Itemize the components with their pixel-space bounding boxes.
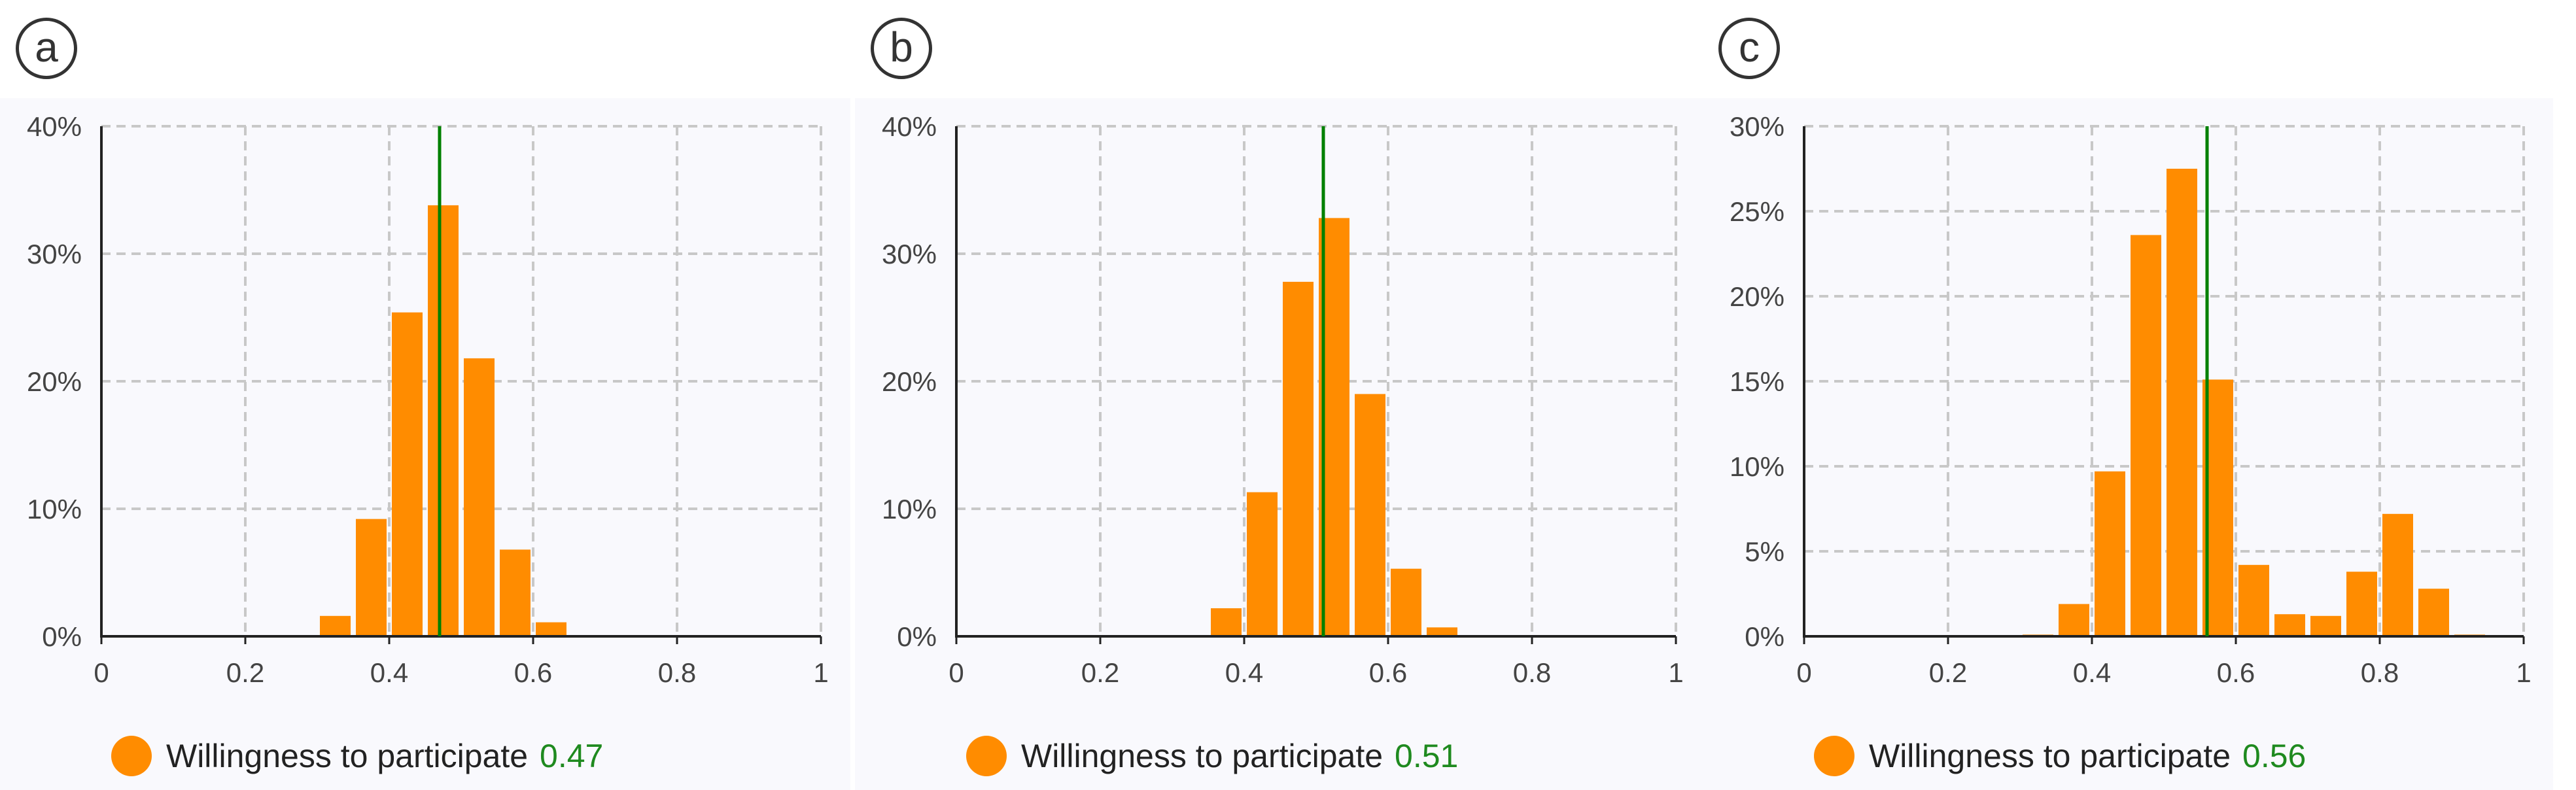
plot-background [0,98,850,790]
legend: Willingness to participate 0.47 [111,735,603,777]
y-tick-label: 20% [27,366,82,397]
y-tick-label: 20% [882,366,937,397]
legend-marker [111,736,152,776]
histogram-chart: 0 0.2 0.4 0.6 0.8 10%10%20%30%40% [27,111,829,687]
y-tick-label: 15% [1730,366,1784,397]
histogram-bar [2131,235,2161,636]
histogram-bar [2238,564,2269,636]
histogram-bar [2382,513,2413,636]
legend-label: Willingness to participate [1021,738,1384,774]
panel-label: c [1718,18,1780,79]
y-tick-label: 0% [897,621,937,652]
plot-background [1703,98,2553,790]
histogram-bar [2095,471,2125,636]
legend-mean-value: 0.51 [1395,738,1459,774]
histogram-bar [392,312,423,636]
histogram-bar [2167,169,2197,636]
x-tick-label: 0.4 [1225,657,1263,687]
histogram-bar [2418,589,2449,636]
x-tick-label: 0.8 [2361,657,2399,687]
y-tick-label: 30% [27,239,82,269]
legend: Willingness to participate 0.51 [966,735,1458,777]
histogram-bar [1355,394,1385,636]
histogram-bar [536,622,566,636]
histogram-bar [320,615,351,636]
x-tick-label: 0 [1796,657,1811,687]
histogram-bar [356,519,387,636]
x-tick-label: 0.2 [1081,657,1119,687]
chart-panel-a: a 0 0.2 0.4 0.6 0.8 1 0% 10% 20% 30% 40% Willingne… [0,0,850,790]
chart-panel-c: c 0 0.2 0.4 0.6 0.8 1 0% 5% 10% 15% 20% 25% 30% Will… [1703,0,2553,790]
legend: Willingness to participate 0.56 [1814,735,2306,777]
legend-marker [1814,736,1854,776]
legend-label: Willingness to participate [166,738,529,774]
histogram-bar [2059,604,2089,636]
y-tick-label: 5% [1745,536,1784,567]
x-tick-label: 0.6 [1369,657,1407,687]
histogram-bar [1391,568,1421,636]
histogram-bar [2274,614,2305,636]
histogram-bar [428,205,459,636]
histogram-bar [2310,615,2341,636]
panel-label: a [16,18,77,79]
x-tick-label: 1 [813,657,828,687]
legend-marker [966,736,1007,776]
histogram-bar [464,358,495,636]
histogram-bar [1427,627,1457,636]
x-tick-label: 1 [2516,657,2531,687]
x-tick-label: 0 [949,657,964,687]
legend-mean-value: 0.56 [2242,738,2306,774]
x-tick-label: 1 [1668,657,1683,687]
x-tick-label: 0.2 [226,657,264,687]
chart-panel-b: b 0 0.2 0.4 0.6 0.8 1 0% 10% 20% 30% 40% Willingne… [855,0,1705,790]
legend-label: Willingness to participate [1869,738,2231,774]
histogram-bar [1247,492,1278,636]
panel-label: b [871,18,932,79]
y-tick-label: 10% [882,494,937,524]
histogram-bar [1283,281,1314,636]
histogram-bar [500,549,531,636]
y-tick-label: 0% [1745,621,1784,652]
x-tick-label: 0 [94,657,109,687]
x-tick-label: 0.4 [2073,657,2111,687]
x-tick-label: 0.6 [514,657,552,687]
y-tick-label: 30% [882,239,937,269]
y-tick-label: 40% [882,111,937,142]
y-tick-label: 40% [27,111,82,142]
x-tick-label: 0.8 [658,657,696,687]
histogram-chart: 0 0.2 0.4 0.6 0.8 10%5%10%15%20%25%30% [1730,111,2532,687]
x-tick-label: 0.6 [2217,657,2255,687]
plot-background [855,98,1705,790]
histogram-bar [2346,572,2377,636]
y-tick-label: 30% [1730,111,1784,142]
y-tick-label: 10% [1730,451,1784,482]
y-tick-label: 25% [1730,196,1784,227]
histogram-chart: 0 0.2 0.4 0.6 0.8 10%10%20%30%40% [882,111,1684,687]
y-tick-label: 0% [42,621,82,652]
y-tick-label: 10% [27,494,82,524]
x-tick-label: 0.2 [1929,657,1967,687]
histogram-bar [1211,608,1242,636]
x-tick-label: 0.4 [370,657,408,687]
x-tick-label: 0.8 [1513,657,1551,687]
legend-mean-value: 0.47 [540,738,604,774]
y-tick-label: 20% [1730,281,1784,312]
